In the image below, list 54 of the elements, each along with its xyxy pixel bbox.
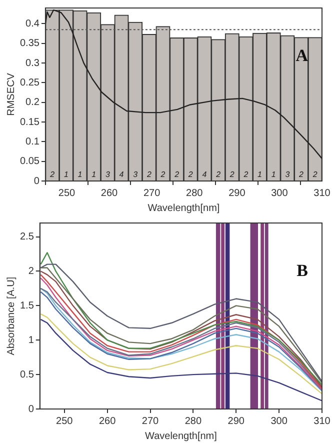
annotation: 2: [312, 170, 318, 180]
annotation: 1: [64, 170, 68, 180]
x-tick-label: 270: [142, 416, 160, 427]
annotation: 1: [271, 170, 276, 180]
annotation: 2: [187, 170, 194, 180]
annotation: 4: [202, 170, 208, 180]
y-tick-label: 1: [28, 334, 34, 346]
x-tick-label: 270: [143, 188, 161, 199]
annotation: 2: [215, 170, 222, 180]
x-axis-title: Wavelength[nm]: [145, 430, 218, 442]
y-tick-label: 0.5: [20, 369, 34, 380]
y-axis-title: RMSECV: [6, 72, 17, 116]
annotation: 3: [105, 170, 110, 180]
annotation: 2: [174, 170, 180, 180]
y-tick-label: 1.5: [20, 300, 34, 312]
y-tick-label: 0.05: [20, 156, 40, 168]
y-tick-label: 0.25: [20, 77, 40, 88]
annotation: 2: [49, 170, 56, 180]
y-tick-label: 0: [28, 404, 34, 415]
annotation: B: [296, 260, 308, 280]
annotation: 2: [242, 170, 249, 180]
x-tick-label: 290: [228, 188, 246, 199]
annotation: 4: [119, 170, 124, 180]
x-tick-label: 250: [58, 188, 76, 199]
annotation: 1: [92, 170, 96, 180]
annotation: 3: [285, 170, 290, 180]
x-axis-title: Wavelength[nm]: [148, 202, 220, 214]
annotation: 1: [258, 170, 262, 180]
annotation: 2: [160, 170, 166, 180]
x-tick-label: 260: [98, 416, 116, 427]
x-tick-label: 280: [184, 416, 202, 427]
y-tick-label: 0.4: [26, 18, 40, 30]
y-tick-label: 0.35: [20, 38, 40, 50]
y-tick-label: 0.2: [26, 97, 40, 108]
x-tick-label: 290: [228, 416, 245, 427]
x-tick-label: 250: [56, 416, 74, 427]
x-tick-label: 260: [100, 188, 118, 199]
y-tick-label: 0.3: [26, 58, 40, 69]
y-tick-label: 0.1: [26, 136, 40, 148]
annotation: 2: [228, 170, 235, 180]
y-tick-label: 2.5: [20, 232, 34, 243]
y-axis-title: Absorbance [A.U]: [6, 276, 17, 356]
x-tick-label: 300: [270, 416, 288, 427]
annotation: 2: [298, 170, 304, 180]
x-tick-label: 310: [314, 416, 331, 427]
x-tick-label: 280: [186, 188, 204, 199]
annotation: 2: [146, 170, 152, 180]
annotation: 3: [133, 170, 138, 180]
annotation: 1: [78, 170, 82, 180]
x-tick-label: 300: [271, 188, 288, 199]
y-tick-label: 2: [28, 266, 34, 277]
y-tick-label: 0: [34, 176, 40, 187]
y-tick-label: 0.15: [20, 116, 40, 128]
x-tick-label: 310: [314, 188, 331, 199]
